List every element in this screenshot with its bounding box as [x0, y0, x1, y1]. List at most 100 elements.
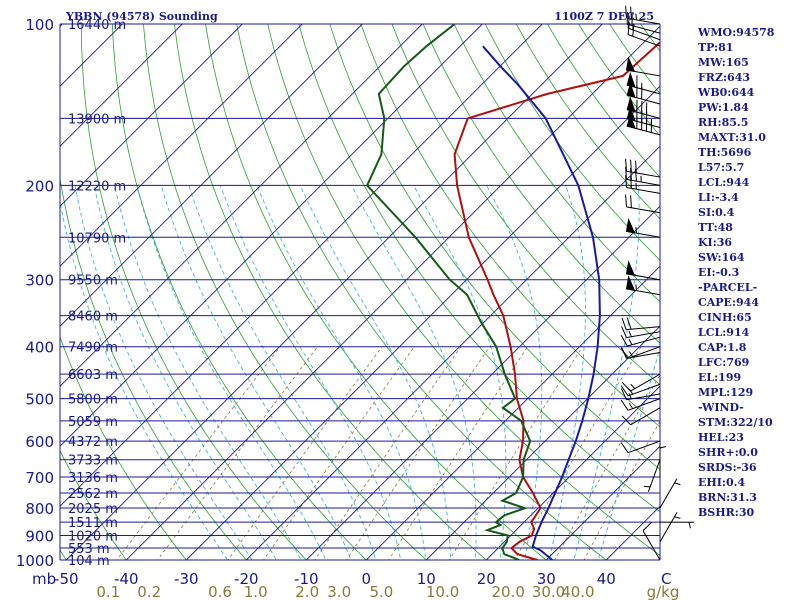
index-value: LCL:914 [698, 326, 750, 339]
height-label: 3136 m [68, 471, 118, 486]
wind-barb-staff [630, 373, 661, 392]
isotherm-line [365, 265, 660, 560]
index-value: RH:85.5 [698, 116, 748, 129]
mixing-ratio-tick-label: 20.0 [491, 583, 524, 600]
dewpoint-line [365, 24, 532, 560]
wind-barb-flag [620, 334, 628, 347]
mixing-ratio-line [314, 346, 462, 560]
isotherm-line [60, 24, 183, 147]
mixing-ratio-tick-label: 0.6 [208, 583, 232, 600]
temperature-tick-label: 10 [417, 570, 436, 588]
parcel-line [482, 45, 601, 560]
chart-time: 1100Z 7 DEC 25 [554, 10, 654, 23]
mixing-ratio-line [116, 346, 281, 560]
pressure-tick-label: 500 [25, 391, 54, 409]
wind-barb-staff [626, 331, 661, 339]
pressure-axis-label: mb [32, 570, 56, 588]
index-value: CAPE:944 [698, 296, 759, 309]
index-value: MPL:129 [698, 386, 753, 399]
wind-barb-staff [627, 398, 661, 411]
wind-barb-half-flag [630, 383, 636, 389]
wind-barb-staff [626, 187, 661, 194]
moist-adiabat-line [114, 185, 302, 560]
mixing-ratio-tick-label: 0.2 [137, 583, 161, 600]
dry-adiabat-line [298, 24, 660, 513]
temperature-tick-label: 40 [597, 570, 616, 588]
temperature-tick-label: -40 [114, 570, 139, 588]
wind-barb-staff [659, 512, 678, 543]
wind-barb-flag [642, 521, 653, 531]
isotherm-line [125, 25, 660, 560]
height-label: 9550 m [68, 274, 118, 289]
index-value: EHI:0.4 [698, 476, 745, 489]
moist-adiabat-line [93, 185, 277, 560]
index-value: L57:5.7 [698, 161, 744, 174]
moist-adiabat-line [299, 185, 452, 560]
dry-adiabat-line [60, 335, 187, 560]
mixing-ratio-line [388, 346, 529, 560]
wind-barb-flag [621, 326, 627, 338]
mixing-ratio-line [157, 346, 318, 560]
height-label: 2025 m [68, 502, 118, 517]
temperature-tick-label: 30 [537, 570, 556, 588]
wind-barb-staff [626, 178, 661, 186]
indices-panel: WMO:94578 TP:81 MW:165 FRZ:643 WB0:644 PW:1.8… [697, 26, 775, 519]
index-value: LI:-3.4 [698, 191, 739, 204]
height-label: 2562 m [68, 487, 118, 502]
mixing-ratio-tick-label: 3.0 [327, 583, 351, 600]
height-label: 3733 m [68, 454, 118, 469]
mixing-ratio-tick-label: 40.0 [561, 583, 594, 600]
wind-barb-flag [626, 317, 632, 330]
dry-adiabat-line [453, 24, 660, 303]
dry-adiabat-line [143, 24, 427, 560]
wind-barb-flag [635, 168, 637, 182]
pressure-tick-label: 900 [25, 528, 54, 546]
dry-adiabat-line [60, 176, 247, 560]
height-label: 4372 m [68, 435, 118, 450]
index-value: MW:165 [698, 56, 749, 69]
dry-adiabat-line [484, 24, 660, 261]
wind-barb-half-flag [628, 393, 632, 400]
wind-barb-flag [620, 442, 629, 453]
pressure-tick-label: 100 [25, 16, 54, 34]
wind-barb-staff [626, 393, 661, 401]
temperature-tick-label: 20 [477, 570, 496, 588]
wind-barbs [620, 5, 695, 561]
dry-adiabat-line [267, 24, 660, 556]
isotherm-line [305, 205, 660, 560]
temperature-tick-labels: -50 -40 -30 -20 -10 0 10 20 30 40 C [54, 570, 671, 588]
moist-adiabats [60, 185, 660, 560]
wind-barb-staff [627, 346, 661, 359]
wind-barb-staff [627, 383, 661, 397]
wind-barb-staff [627, 440, 661, 454]
mixing-ratio-tick-label: 2.0 [295, 583, 319, 600]
height-label: 7490 m [68, 341, 118, 356]
index-value: MAXT:31.0 [698, 131, 766, 144]
wind-barb-flag [632, 23, 635, 37]
mixing-ratio-line [583, 420, 660, 560]
index-value: KI:36 [698, 236, 732, 249]
index-value: SW:164 [698, 251, 745, 264]
wind-barb-flag [625, 167, 627, 180]
wind-barb-flag [621, 346, 627, 359]
wind-barb-half-flag [635, 13, 637, 20]
temperature-tick-label: -30 [174, 570, 199, 588]
index-value: SHR+:0.0 [698, 446, 758, 459]
wind-barb-pennant [625, 260, 636, 276]
temperature-tick-label: -50 [54, 570, 79, 588]
wind-barb-flag [630, 6, 632, 20]
isobars [60, 23, 660, 561]
mixing-ratio-line [227, 346, 383, 560]
index-value: STM:322/10 [698, 416, 773, 429]
dry-adiabat-line [205, 24, 547, 560]
moist-adiabat-line [160, 185, 352, 560]
dry-adiabat-line [80, 24, 307, 560]
wind-barb-flag [630, 195, 632, 208]
index-value: EL:199 [698, 371, 741, 384]
mixing-ratio-line [263, 346, 415, 560]
wind-barb-staff [626, 206, 661, 214]
wind-barb-half-flag [635, 226, 637, 234]
isotherm-line [65, 24, 603, 560]
moist-adiabat-line [351, 185, 477, 560]
